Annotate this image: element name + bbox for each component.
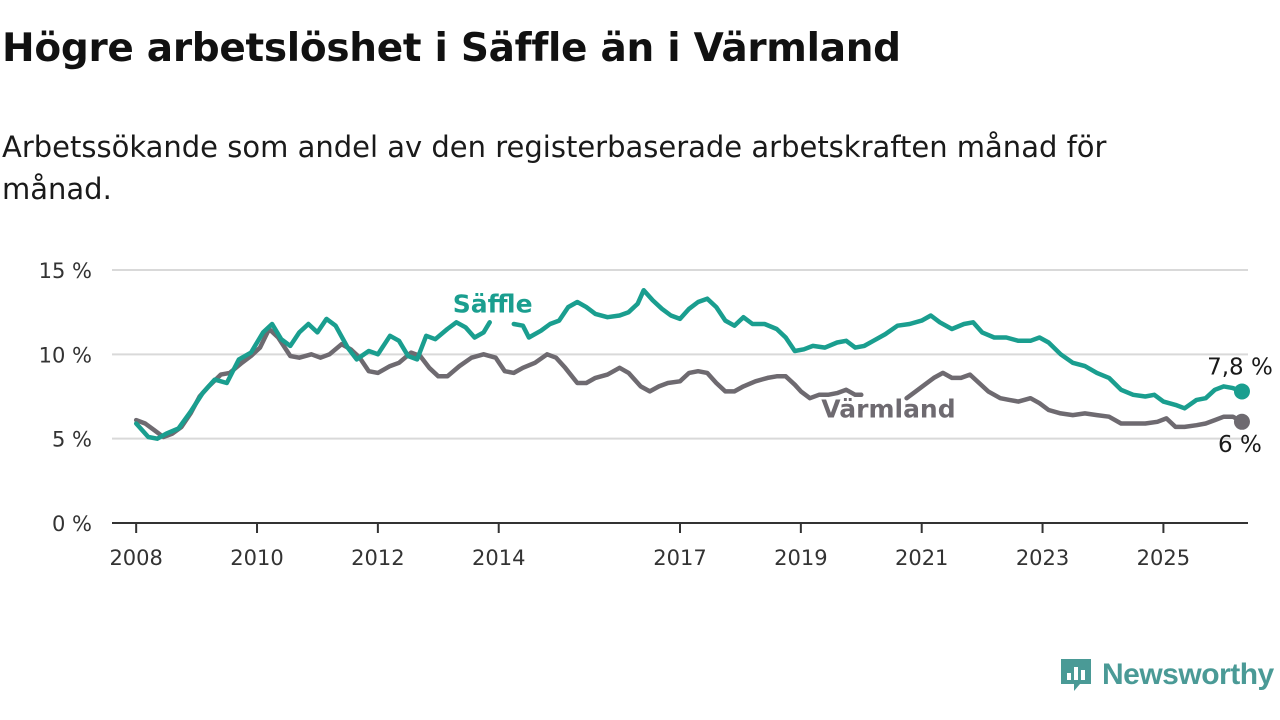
axes: 0 % 5 % 10 % 15 % 2008 2010 2012 2014 2017 2019 20… <box>39 259 1248 570</box>
x-tick-label: 2008 <box>109 546 162 570</box>
y-tick-label: 0 % <box>52 512 92 536</box>
series-line-saffle <box>133 316 492 441</box>
y-tick-label: 5 % <box>52 428 92 452</box>
chart-subtitle: Arbetssökande som andel av den registerb… <box>2 130 1107 206</box>
x-tick-label: 2025 <box>1137 546 1190 570</box>
series-line-saffle <box>511 287 1245 411</box>
series-labels: 7,8 % 6 % Säffle Värmland <box>453 290 1273 458</box>
x-tick-label: 2017 <box>653 546 706 570</box>
x-tick-label: 2010 <box>230 546 283 570</box>
brand-name: Newsworthy <box>1102 658 1274 691</box>
end-point-varmland <box>1233 413 1250 430</box>
series-line-varmland <box>904 370 1245 430</box>
x-tick-label: 2012 <box>351 546 404 570</box>
x-tick-label: 2023 <box>1016 546 1069 570</box>
series-lines <box>133 287 1250 441</box>
y-tick-label: 15 % <box>39 259 92 283</box>
brand-logo: Newsworthy <box>1058 654 1274 696</box>
x-tick-label: 2021 <box>895 546 948 570</box>
series-line-varmland <box>133 326 864 440</box>
x-tick-label: 2019 <box>774 546 827 570</box>
y-tick-label: 10 % <box>39 343 92 367</box>
newsworthy-logo-icon <box>1061 659 1091 691</box>
end-point-saffle <box>1233 383 1250 400</box>
end-label-varmland: 6 % <box>1218 432 1262 458</box>
x-tick-label: 2014 <box>472 546 525 570</box>
series-name-saffle: Säffle <box>453 290 533 319</box>
series-name-varmland: Värmland <box>821 394 955 423</box>
end-label-saffle: 7,8 % <box>1207 354 1273 380</box>
chart-title: Högre arbetslöshet i Säffle än i Värmlan… <box>2 26 901 71</box>
